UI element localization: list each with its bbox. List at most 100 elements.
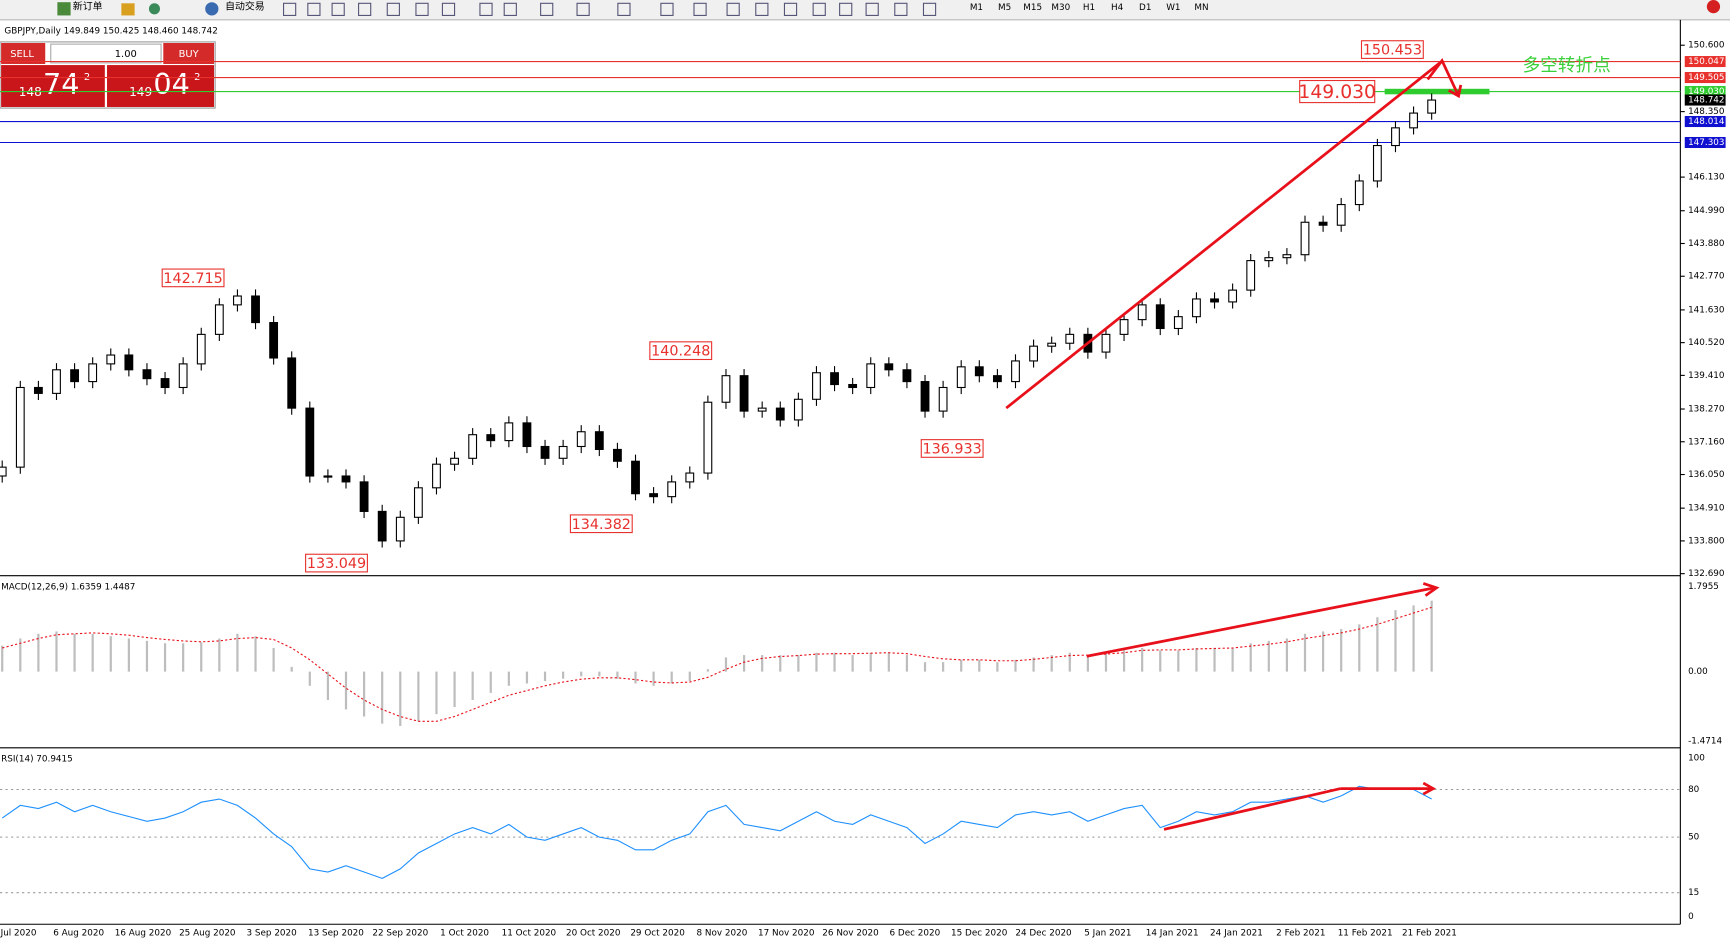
timeframe-button[interactable]: H4	[1111, 3, 1124, 13]
rsi-label: RSI(14) 70.9415	[1, 754, 73, 764]
buy-price-big[interactable]: 149	[129, 85, 152, 99]
toolbar-icon[interactable]	[576, 2, 590, 16]
toolbar-icon[interactable]	[922, 2, 937, 16]
timeframe-button[interactable]: D1	[1139, 3, 1151, 13]
candle	[178, 363, 188, 389]
sell-price-big[interactable]: 148	[19, 85, 42, 99]
sell-price-main[interactable]: 74	[43, 67, 79, 101]
toolbar-icon[interactable]	[358, 2, 372, 16]
new-order[interactable]: 新订单	[73, 0, 103, 13]
x-tick-label: 5 Jan 2021	[1084, 929, 1131, 939]
reversal-arrow	[1426, 58, 1460, 97]
icon[interactable]	[121, 3, 135, 16]
icon[interactable]	[148, 3, 160, 15]
lot-input[interactable]	[50, 43, 162, 64]
price-annotation: 149.030	[1298, 82, 1376, 103]
macd-bar	[344, 671, 348, 710]
auto-trading[interactable]: 自动交易	[225, 0, 265, 13]
candle	[124, 354, 134, 371]
new-order-icon[interactable]	[57, 2, 71, 16]
timeframe-button[interactable]: M1	[970, 3, 983, 13]
toolbar-icon[interactable]	[812, 2, 826, 16]
candle	[1137, 304, 1147, 321]
level-label: 147.303	[1688, 138, 1724, 148]
x-tick-label: 11 Oct 2020	[502, 929, 557, 939]
auto-trading-icon[interactable]	[205, 2, 219, 16]
candle	[540, 445, 550, 459]
macd-bar	[308, 671, 311, 686]
macd-bar	[1340, 629, 1343, 672]
candle	[576, 431, 586, 448]
toolbar-icon[interactable]	[865, 2, 879, 16]
macd-bar	[1141, 647, 1144, 672]
toolbar-icon[interactable]	[331, 2, 345, 16]
toolbar-icon[interactable]	[839, 2, 853, 16]
candle	[323, 475, 333, 478]
candle	[1228, 289, 1238, 303]
y-tick-label: 50	[1688, 833, 1700, 843]
sell-price-box[interactable]	[1, 65, 105, 107]
candle	[1119, 319, 1129, 335]
timeframe-button[interactable]: M15	[1023, 3, 1042, 13]
toolbar-icon[interactable]	[540, 2, 554, 16]
toolbar-icon[interactable]	[693, 2, 707, 16]
price-annotation-box	[1360, 40, 1424, 59]
macd-bar	[145, 640, 149, 672]
x-tick-label: 26 Nov 2020	[822, 929, 879, 939]
candle	[1427, 99, 1437, 114]
x-tick-label: 1 Oct 2020	[440, 929, 489, 939]
timeframe-button[interactable]: W1	[1166, 3, 1180, 13]
toolbar-icon[interactable]	[617, 2, 631, 16]
price-annotation-box	[920, 439, 984, 458]
price-annotation: 134.382	[572, 517, 631, 533]
x-tick-label: 3 Sep 2020	[247, 929, 298, 939]
macd-bar	[435, 671, 438, 715]
toolbar-icon[interactable]	[307, 2, 321, 16]
toolbar-icon[interactable]	[283, 2, 297, 16]
toolbar-icon[interactable]	[894, 2, 908, 16]
toolbar-icon[interactable]	[441, 2, 456, 16]
candle	[1155, 304, 1165, 330]
toolbar-icon[interactable]	[503, 2, 517, 16]
buy-price-box[interactable]	[107, 65, 215, 107]
timeframe-button[interactable]: M30	[1051, 3, 1070, 13]
macd-bar	[1303, 633, 1307, 672]
timeframe-button[interactable]: M5	[998, 3, 1011, 13]
candle	[1282, 254, 1292, 259]
macd-bar	[616, 671, 619, 679]
x-tick-label: 16 Aug 2020	[115, 929, 172, 939]
alert-icon[interactable]	[1706, 0, 1721, 14]
y-tick-label: 142.770	[1688, 272, 1725, 282]
toolbar-icon[interactable]	[386, 2, 400, 16]
toolbar-icon[interactable]	[783, 2, 798, 16]
macd-bar	[200, 642, 203, 672]
macd-bar	[91, 633, 94, 672]
y-tick-label: 0.00	[1688, 667, 1708, 677]
candle	[884, 363, 894, 371]
sell-label[interactable]: SELL	[10, 49, 34, 60]
candle	[196, 333, 206, 365]
buy-label[interactable]: BUY	[179, 49, 200, 60]
toolbar-icon[interactable]	[755, 2, 769, 16]
macd-bar	[1285, 638, 1289, 672]
buy-price-main[interactable]: 04	[153, 67, 189, 101]
sell-button[interactable]	[1, 43, 46, 64]
toolbar-icon[interactable]	[660, 2, 674, 16]
price-annotation-box	[649, 341, 713, 361]
timeframe-button[interactable]: MN	[1194, 3, 1208, 13]
macd-bar	[742, 655, 746, 672]
level-label: 150.047	[1688, 57, 1724, 67]
toolbar-icon[interactable]	[415, 2, 429, 16]
candle	[269, 322, 279, 359]
candle	[956, 366, 966, 389]
macd-bar	[688, 671, 691, 682]
toolbar-icon[interactable]	[726, 2, 740, 16]
macd-bar	[362, 671, 366, 717]
macd-bar	[942, 662, 945, 672]
macd-bar	[127, 638, 130, 672]
buy-button[interactable]	[163, 43, 215, 64]
lot-value[interactable]: 1.00	[115, 49, 137, 60]
candle	[866, 363, 876, 389]
timeframe-button[interactable]: H1	[1083, 3, 1095, 13]
toolbar-icon[interactable]	[479, 2, 493, 16]
